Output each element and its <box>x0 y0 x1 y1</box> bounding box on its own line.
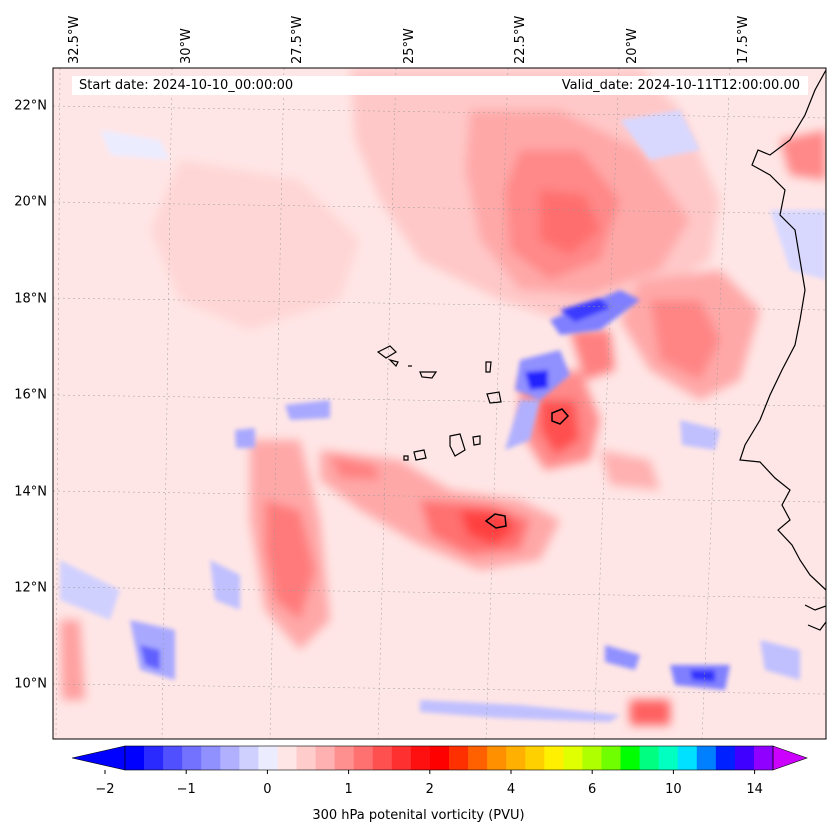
colorbar-title: 300 hPa potenital vorticity (PVU) <box>312 808 525 823</box>
colorbar-swatch <box>696 746 717 770</box>
pv-contours <box>484 408 570 529</box>
colorbar-swatch <box>144 746 164 770</box>
colorbar-swatch <box>315 746 336 770</box>
colorbar-swatch <box>734 746 755 770</box>
colorbar-swatch <box>410 746 431 770</box>
colorbar-swatch <box>449 746 469 770</box>
lat-label: 22°N <box>14 98 47 114</box>
colorbar-swatch <box>163 746 183 770</box>
colorbar-swatch <box>506 746 526 770</box>
colorbar-swatch <box>487 746 507 770</box>
colorbar-swatch <box>563 746 583 770</box>
lat-label: 10°N <box>14 676 47 692</box>
colorbar-swatch <box>582 746 602 770</box>
start-date-text: Start date: 2024-10-10_00:00:00 <box>79 78 294 93</box>
coastlines <box>376 69 826 631</box>
pv-field <box>53 68 826 739</box>
graticule <box>53 68 826 739</box>
colorbar-swatch <box>658 746 679 770</box>
colorbar-swatch <box>639 746 660 770</box>
colorbar-swatch <box>391 746 412 770</box>
colorbar-tick-label: 4 <box>506 782 516 797</box>
colorbar-swatch <box>601 746 622 770</box>
colorbar-swatch <box>525 746 545 770</box>
lat-label: 20°N <box>14 194 47 210</box>
date-info-bar: Start date: 2024-10-10_00:00:00 Valid_da… <box>72 76 808 95</box>
colorbar-swatch <box>715 746 736 770</box>
colorbar-under-arrow <box>71 745 126 771</box>
colorbar-tick-label: 2 <box>425 782 434 797</box>
colorbar-swatch <box>258 746 278 770</box>
lat-label: 18°N <box>14 291 47 307</box>
colorbar-swatch <box>277 746 298 770</box>
colorbar-swatch <box>220 746 240 770</box>
colorbar <box>71 745 808 774</box>
colorbar-tick-label: 0 <box>263 782 272 797</box>
lat-label: 12°N <box>14 580 47 596</box>
colorbar-over-arrow <box>772 745 808 771</box>
colorbar-tick-label: 6 <box>588 782 597 797</box>
colorbar-swatch <box>296 746 317 770</box>
colorbar-swatch <box>353 746 374 770</box>
colorbar-tick-label: −2 <box>95 782 115 797</box>
valid-date-text: Valid_date: 2024-10-11T12:00:00.00 <box>561 78 800 93</box>
colorbar-swatch <box>201 746 221 770</box>
lat-label: 16°N <box>14 387 47 403</box>
colorbar-swatch <box>372 746 393 770</box>
colorbar-swatch <box>468 746 488 770</box>
colorbar-tick-label: −1 <box>176 782 196 797</box>
colorbar-frame <box>124 745 774 771</box>
colorbar-swatch <box>620 746 641 770</box>
colorbar-swatch <box>182 746 202 770</box>
colorbar-swatch <box>334 746 355 770</box>
colorbar-tick-label: 14 <box>746 782 763 797</box>
colorbar-swatch <box>125 746 145 770</box>
lat-label: 14°N <box>14 484 47 500</box>
map-frame <box>52 67 827 740</box>
colorbar-tick-label: 10 <box>665 782 682 797</box>
colorbar-tick-label: 1 <box>344 782 353 797</box>
colorbar-swatch <box>753 746 774 770</box>
colorbar-swatch <box>429 746 450 770</box>
colorbar-swatch <box>544 746 564 770</box>
colorbar-swatch <box>239 746 259 770</box>
colorbar-swatch <box>677 746 698 770</box>
